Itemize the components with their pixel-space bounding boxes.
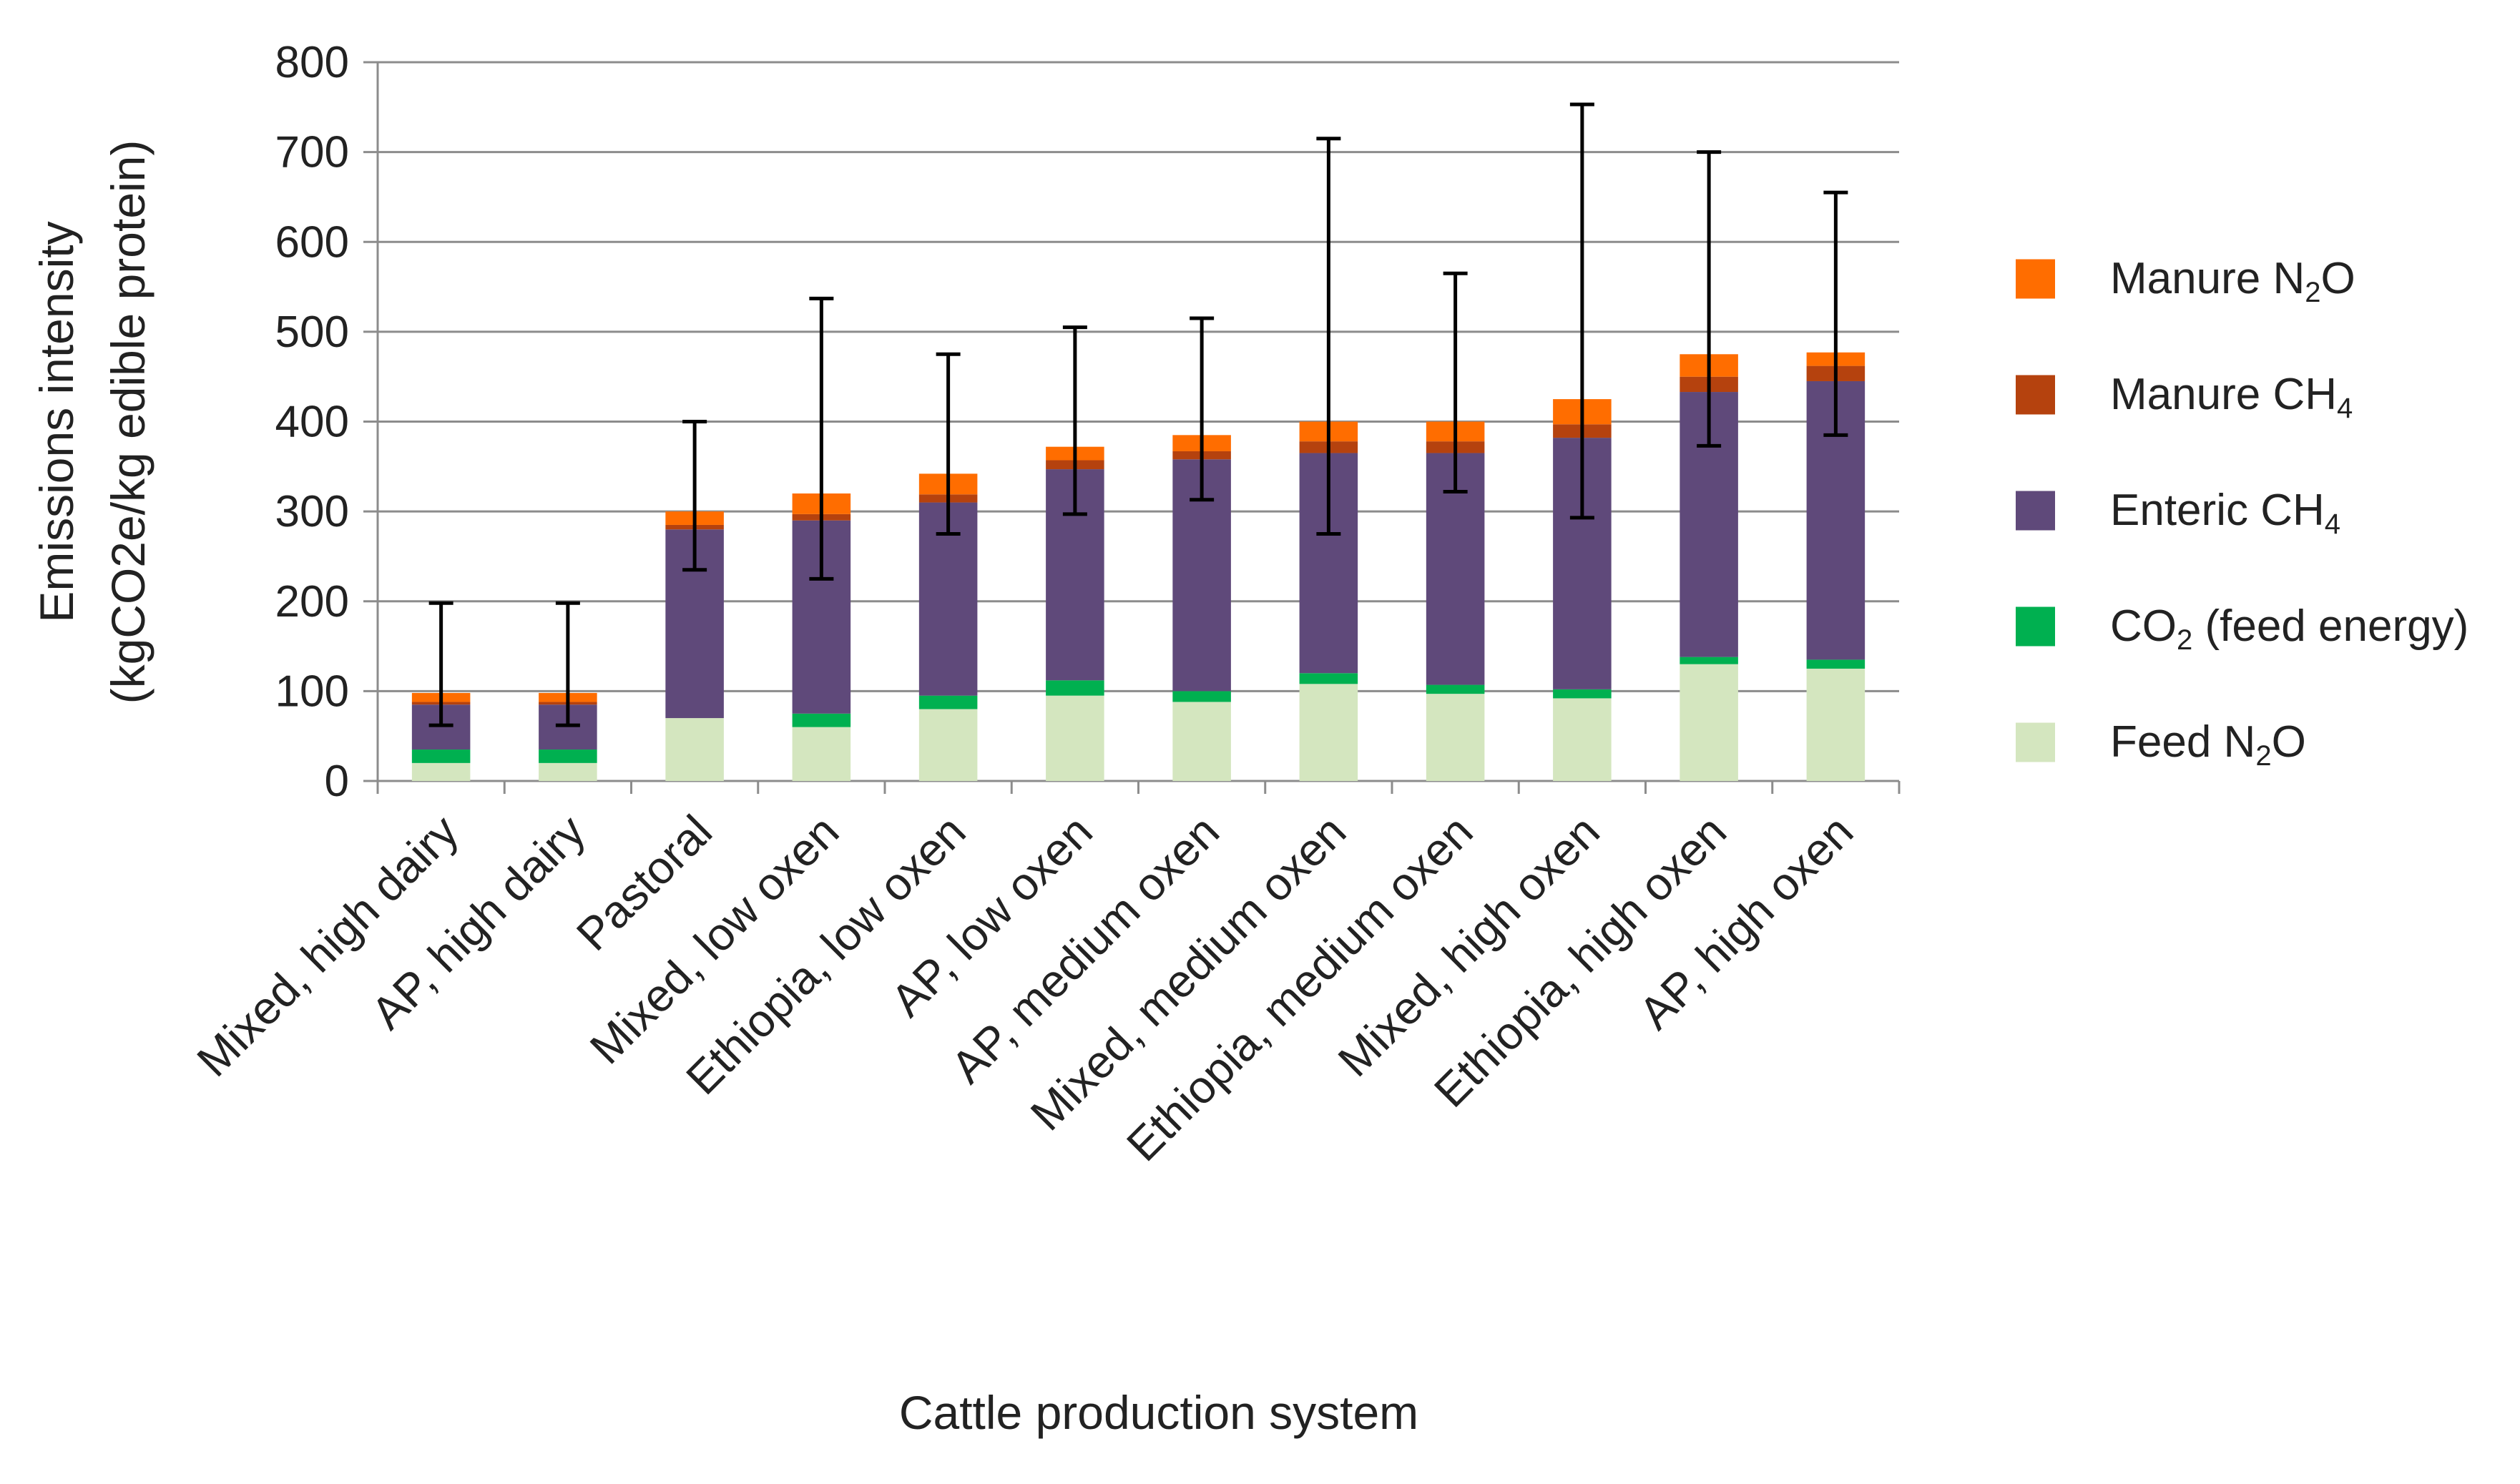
bar-segment	[918, 709, 978, 781]
bar-segment	[1553, 698, 1612, 781]
error-bar	[555, 601, 580, 727]
y-tick-label: 800	[275, 38, 349, 87]
error-bar	[682, 420, 707, 572]
axes	[363, 61, 1901, 794]
y-tick-label: 500	[275, 308, 349, 357]
y-tick-label: 600	[275, 217, 349, 267]
legend-label: CO2 (feed energy)	[2110, 601, 2468, 656]
bar-segment	[1046, 695, 1104, 781]
error-bar	[1697, 150, 1722, 448]
bar-segment	[1426, 684, 1485, 694]
error-bar	[428, 601, 453, 727]
bar-segment	[1299, 684, 1358, 781]
bar-segment	[539, 750, 597, 763]
legend-swatch	[2016, 722, 2055, 762]
gridlines	[378, 61, 1899, 692]
bar-segment	[1172, 702, 1231, 781]
bar-segment	[1806, 668, 1866, 781]
bar-segment	[1806, 659, 1866, 669]
legend-item: Manure N2O	[2016, 254, 2355, 308]
y-axis-title-line-2: (kgCO2e/kg edible protein)	[102, 140, 155, 704]
bar-segment	[1426, 694, 1485, 781]
y-tick-label: 200	[275, 577, 349, 626]
legend-swatch	[2016, 491, 2055, 531]
legend: Manure N2O Manure CH4 Enteric CH4 CO2 (feed…	[2016, 254, 2468, 772]
bar-segment	[1299, 673, 1358, 684]
bar-segment	[1680, 664, 1738, 781]
legend-label: Manure N2O	[2110, 254, 2355, 308]
legend-item: Feed N2O	[2016, 717, 2306, 772]
error-bar	[809, 296, 834, 581]
error-bar	[1316, 137, 1341, 536]
bar-segment	[1553, 689, 1612, 699]
y-tick-label: 0	[325, 757, 349, 806]
y-tick-label: 400	[275, 398, 349, 447]
bar-segment	[1680, 657, 1738, 664]
bars	[411, 352, 1866, 781]
error-bar	[1569, 102, 1594, 520]
y-tick-label: 700	[275, 128, 349, 177]
legend-swatch	[2016, 375, 2055, 415]
bar-segment	[1046, 680, 1104, 696]
x-axis-title: Cattle production system	[899, 1386, 1418, 1439]
bar-segment	[411, 762, 471, 781]
legend-item: CO2 (feed energy)	[2016, 601, 2468, 656]
y-tick-label: 300	[275, 487, 349, 536]
bar-segment	[918, 695, 978, 709]
legend-item: Enteric CH4	[2016, 486, 2340, 540]
y-axis-title-line-1: Emissions intensity	[30, 221, 83, 622]
bar-segment	[411, 750, 471, 763]
bar-segment	[539, 762, 597, 781]
error-bar	[1190, 316, 1215, 502]
bar-segment	[1172, 691, 1231, 702]
legend-label: Feed N2O	[2110, 717, 2306, 772]
bar-segment	[792, 713, 851, 727]
legend-label: Manure CH4	[2110, 370, 2353, 424]
error-bar	[1823, 190, 1848, 437]
legend-swatch	[2016, 259, 2055, 299]
error-bar	[1062, 325, 1087, 516]
error-bar	[1443, 271, 1468, 493]
bar-segment	[665, 718, 724, 781]
error-bar	[936, 352, 961, 536]
legend-swatch	[2016, 606, 2055, 647]
y-tick-label: 100	[275, 667, 349, 716]
bar-segment	[792, 727, 851, 781]
error-bars	[428, 102, 1848, 727]
legend-label: Enteric CH4	[2110, 486, 2340, 540]
legend-item: Manure CH4	[2016, 370, 2353, 424]
